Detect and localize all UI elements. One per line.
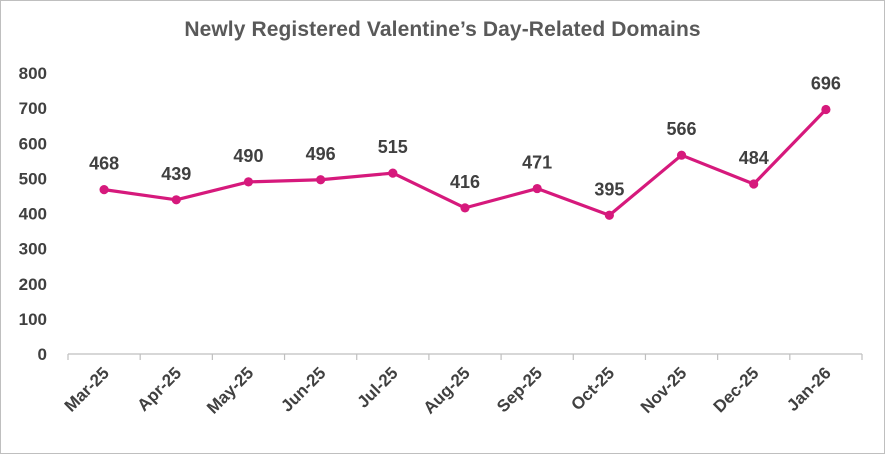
- data-point-aug-25: [460, 203, 470, 213]
- x-tick-label: Jan-26: [783, 363, 835, 415]
- x-tick-label: Dec-25: [710, 363, 763, 416]
- x-tick-label: Aug-25: [420, 363, 474, 417]
- data-label: 439: [161, 164, 191, 184]
- y-tick-label: 600: [19, 134, 47, 153]
- x-tick-label: May-25: [203, 363, 257, 417]
- y-axis-ticks: 0 100 200 300 400 500 600 700 800: [19, 64, 47, 364]
- data-point-mar-25: [99, 185, 109, 195]
- y-tick-label: 400: [19, 205, 47, 224]
- y-tick-label: 200: [19, 275, 47, 294]
- data-label: 696: [811, 74, 841, 94]
- x-tick-label: Apr-25: [134, 363, 186, 415]
- data-point-nov-25: [676, 150, 687, 160]
- x-axis-ticks: Mar-25 Apr-25 May-25 Jun-25 Jul-25 Aug-25 Sep-…: [61, 363, 835, 417]
- y-tick-label: 300: [19, 240, 47, 259]
- chart-title: Newly Registered Valentine’s Day-Related…: [184, 18, 701, 41]
- data-label: 484: [739, 148, 769, 168]
- data-label: 490: [233, 146, 263, 166]
- data-label: 468: [89, 154, 119, 174]
- x-tick-label: Oct-25: [567, 363, 618, 414]
- x-tick-label: Nov-25: [637, 363, 691, 417]
- data-label: 416: [450, 172, 480, 192]
- data-point-jan-26: [821, 104, 831, 115]
- data-point-oct-25: [604, 210, 614, 220]
- x-tick-label: Jul-25: [353, 363, 401, 411]
- y-tick-label: 800: [19, 64, 47, 83]
- x-tick-label: Mar-25: [61, 363, 113, 415]
- series-layer: [99, 104, 831, 220]
- y-tick-label: 500: [19, 169, 47, 188]
- x-axis: [67, 353, 863, 360]
- data-labels: 468 439 490 496 515 416 471 395 566 484 696: [89, 74, 841, 200]
- data-point-sep-25: [532, 183, 542, 194]
- y-tick-label: 0: [38, 345, 47, 364]
- data-point-jun-25: [316, 175, 326, 185]
- y-tick-label: 100: [19, 310, 47, 329]
- data-label: 395: [594, 179, 624, 199]
- series-line: [102, 107, 828, 217]
- x-tick-label: Jun-25: [277, 363, 329, 415]
- y-tick-label: 700: [19, 99, 47, 118]
- data-label: 515: [378, 137, 408, 157]
- data-label: 496: [306, 144, 336, 164]
- data-label: 566: [667, 119, 697, 139]
- data-point-dec-25: [749, 179, 759, 189]
- data-point-jul-25: [388, 168, 398, 178]
- data-point-may-25: [243, 177, 254, 187]
- data-point-apr-25: [171, 195, 181, 205]
- data-label: 471: [522, 153, 552, 173]
- x-tick-label: Sep-25: [493, 363, 546, 416]
